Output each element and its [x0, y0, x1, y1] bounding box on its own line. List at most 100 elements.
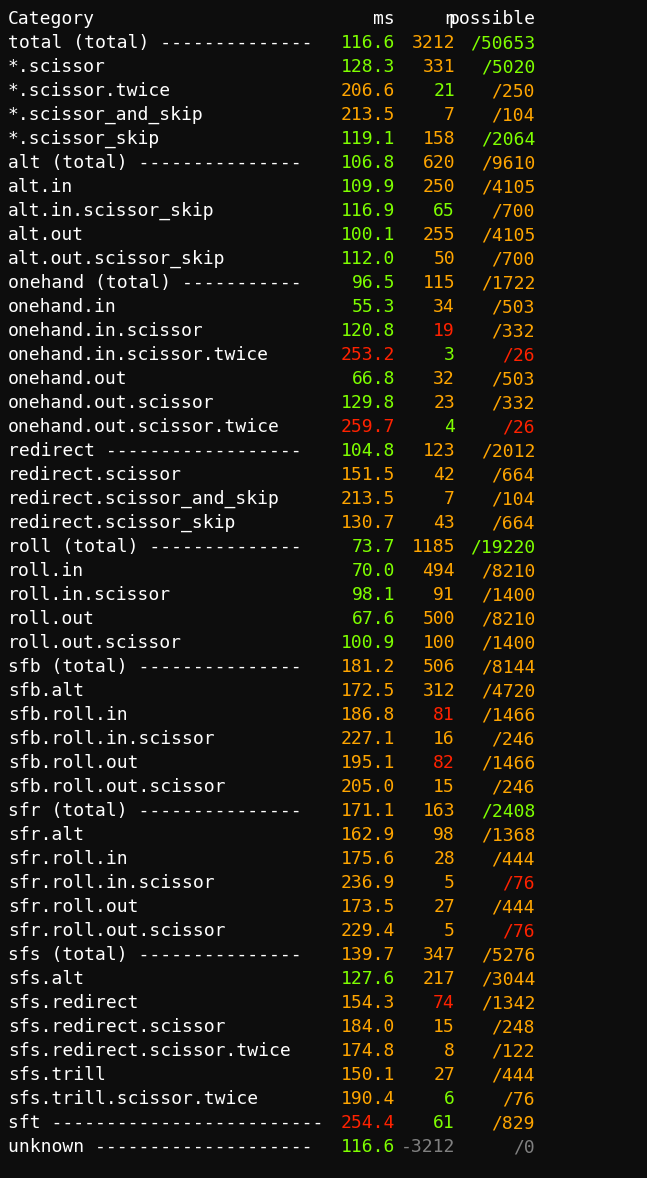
Text: /122: /122: [492, 1043, 535, 1060]
Text: /664: /664: [492, 514, 535, 532]
Text: sfs.redirect.scissor: sfs.redirect.scissor: [8, 1018, 226, 1035]
Text: sfs.redirect: sfs.redirect: [8, 994, 138, 1012]
Text: onehand.out.scissor: onehand.out.scissor: [8, 393, 215, 412]
Text: 158: 158: [422, 130, 455, 148]
Text: /250: /250: [492, 82, 535, 100]
Text: sfr.roll.out: sfr.roll.out: [8, 898, 138, 916]
Text: sfr.roll.in.scissor: sfr.roll.in.scissor: [8, 874, 215, 892]
Text: sfr (total) ---------------: sfr (total) ---------------: [8, 802, 302, 820]
Text: 67.6: 67.6: [351, 610, 395, 628]
Text: -3212: -3212: [400, 1138, 455, 1156]
Text: 236.9: 236.9: [340, 874, 395, 892]
Text: /2012: /2012: [481, 442, 535, 459]
Text: 106.8: 106.8: [340, 154, 395, 172]
Text: 217: 217: [422, 969, 455, 988]
Text: sft -------------------------: sft -------------------------: [8, 1114, 324, 1132]
Text: 116.6: 116.6: [340, 34, 395, 52]
Text: /104: /104: [492, 106, 535, 124]
Text: /664: /664: [492, 466, 535, 484]
Text: /1466: /1466: [481, 754, 535, 772]
Text: alt.in: alt.in: [8, 178, 73, 196]
Text: 16: 16: [433, 730, 455, 748]
Text: 162.9: 162.9: [340, 826, 395, 843]
Text: 3: 3: [444, 346, 455, 364]
Text: /1722: /1722: [481, 274, 535, 292]
Text: /104: /104: [492, 490, 535, 508]
Text: 127.6: 127.6: [340, 969, 395, 988]
Text: 100: 100: [422, 634, 455, 651]
Text: 91: 91: [433, 585, 455, 604]
Text: sfb.alt: sfb.alt: [8, 682, 84, 700]
Text: 120.8: 120.8: [340, 322, 395, 340]
Text: sfb.roll.in.scissor: sfb.roll.in.scissor: [8, 730, 215, 748]
Text: 15: 15: [433, 777, 455, 796]
Text: 19: 19: [433, 322, 455, 340]
Text: /829: /829: [492, 1114, 535, 1132]
Text: /76: /76: [502, 922, 535, 940]
Text: /26: /26: [502, 346, 535, 364]
Text: onehand.out.scissor.twice: onehand.out.scissor.twice: [8, 418, 280, 436]
Text: 81: 81: [433, 706, 455, 724]
Text: sfr.alt: sfr.alt: [8, 826, 84, 843]
Text: /4105: /4105: [481, 178, 535, 196]
Text: /1466: /1466: [481, 706, 535, 724]
Text: 171.1: 171.1: [340, 802, 395, 820]
Text: 55.3: 55.3: [351, 298, 395, 316]
Text: 98.1: 98.1: [351, 585, 395, 604]
Text: /444: /444: [492, 1066, 535, 1084]
Text: 3212: 3212: [411, 34, 455, 52]
Text: 130.7: 130.7: [340, 514, 395, 532]
Text: /1368: /1368: [481, 826, 535, 843]
Text: ms: ms: [373, 9, 395, 28]
Text: sfs.trill: sfs.trill: [8, 1066, 106, 1084]
Text: 15: 15: [433, 1018, 455, 1035]
Text: 7: 7: [444, 106, 455, 124]
Text: 73.7: 73.7: [351, 538, 395, 556]
Text: 506: 506: [422, 659, 455, 676]
Text: 28: 28: [433, 851, 455, 868]
Text: 174.8: 174.8: [340, 1043, 395, 1060]
Text: 139.7: 139.7: [340, 946, 395, 964]
Text: 250: 250: [422, 178, 455, 196]
Text: 206.6: 206.6: [340, 82, 395, 100]
Text: total (total) --------------: total (total) --------------: [8, 34, 313, 52]
Text: sfb (total) ---------------: sfb (total) ---------------: [8, 659, 302, 676]
Text: alt (total) ---------------: alt (total) ---------------: [8, 154, 302, 172]
Text: 109.9: 109.9: [340, 178, 395, 196]
Text: /8210: /8210: [481, 610, 535, 628]
Text: /4105: /4105: [481, 226, 535, 244]
Text: 116.9: 116.9: [340, 201, 395, 220]
Text: 213.5: 213.5: [340, 490, 395, 508]
Text: 494: 494: [422, 562, 455, 580]
Text: onehand.in.scissor.twice: onehand.in.scissor.twice: [8, 346, 269, 364]
Text: 65: 65: [433, 201, 455, 220]
Text: 61: 61: [433, 1114, 455, 1132]
Text: 186.8: 186.8: [340, 706, 395, 724]
Text: /700: /700: [492, 201, 535, 220]
Text: /76: /76: [502, 874, 535, 892]
Text: 254.4: 254.4: [340, 1114, 395, 1132]
Text: /8210: /8210: [481, 562, 535, 580]
Text: /1400: /1400: [481, 585, 535, 604]
Text: /9610: /9610: [481, 154, 535, 172]
Text: 116.6: 116.6: [340, 1138, 395, 1156]
Text: n: n: [444, 9, 455, 28]
Text: 253.2: 253.2: [340, 346, 395, 364]
Text: sfb.roll.in: sfb.roll.in: [8, 706, 127, 724]
Text: /503: /503: [492, 298, 535, 316]
Text: 150.1: 150.1: [340, 1066, 395, 1084]
Text: /1400: /1400: [481, 634, 535, 651]
Text: 43: 43: [433, 514, 455, 532]
Text: 163: 163: [422, 802, 455, 820]
Text: /5276: /5276: [481, 946, 535, 964]
Text: 172.5: 172.5: [340, 682, 395, 700]
Text: *.scissor_and_skip: *.scissor_and_skip: [8, 106, 204, 124]
Text: 620: 620: [422, 154, 455, 172]
Text: onehand (total) -----------: onehand (total) -----------: [8, 274, 302, 292]
Text: 96.5: 96.5: [351, 274, 395, 292]
Text: 184.0: 184.0: [340, 1018, 395, 1035]
Text: /3044: /3044: [481, 969, 535, 988]
Text: /1342: /1342: [481, 994, 535, 1012]
Text: roll.out: roll.out: [8, 610, 95, 628]
Text: onehand.in: onehand.in: [8, 298, 116, 316]
